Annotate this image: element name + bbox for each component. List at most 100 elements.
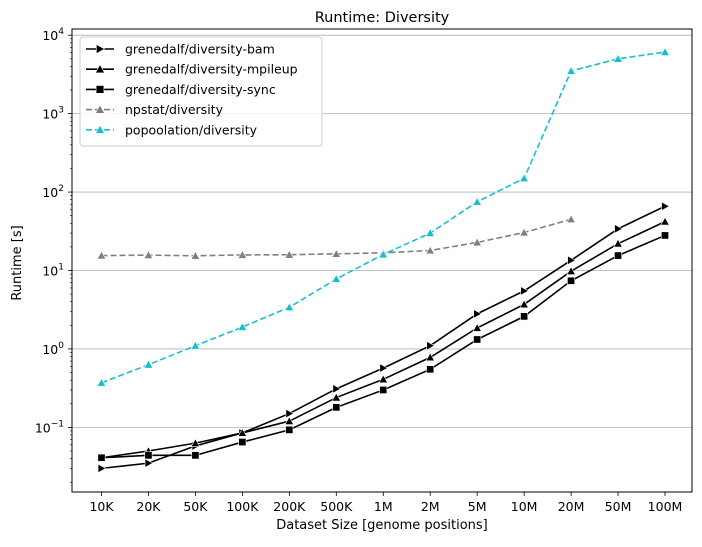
data-point: [661, 201, 670, 212]
data-point: [472, 237, 482, 247]
legend-box: [79, 36, 323, 147]
series-grenedalf-diversity-sync: [97, 231, 669, 462]
data-point: [425, 352, 436, 362]
series-grenedalf-diversity-bam: [97, 201, 670, 474]
x-tick-label: 100K: [226, 499, 259, 514]
legend-marker: [94, 124, 106, 134]
data-point: [614, 224, 623, 234]
x-tick-label: 10K: [89, 499, 114, 514]
series-line: [101, 205, 666, 470]
data-point: [144, 451, 153, 460]
data-point: [97, 463, 107, 474]
data-point: [379, 386, 388, 394]
x-tick-label: 20K: [136, 499, 161, 514]
x-tick-label: 100M: [648, 499, 683, 514]
data-point: [237, 250, 248, 259]
data-point: [190, 340, 201, 350]
data-point: [660, 47, 670, 56]
x-tick-label: 2M: [421, 499, 440, 514]
chart-title: Runtime: Diversity: [315, 10, 450, 26]
y-tick-label-exponent: 3: [58, 106, 64, 116]
data-point: [238, 438, 247, 447]
data-point: [473, 309, 483, 319]
y-tick-label: 100: [42, 341, 64, 357]
data-point: [285, 408, 295, 419]
y-tick-label-exponent: 0: [58, 341, 64, 351]
legend-label: grenedalf/diversity-sync: [125, 82, 276, 97]
y-tick-label-base: 10: [42, 185, 58, 200]
data-point: [519, 299, 529, 309]
x-tick-label: 200K: [273, 499, 306, 514]
data-point: [237, 322, 248, 331]
data-point: [425, 245, 436, 255]
data-point: [613, 238, 623, 248]
y-tick-label-base: 10: [42, 264, 58, 279]
legend-label: grenedalf/diversity-mpileup: [125, 62, 298, 77]
plot-frame: [71, 28, 693, 493]
x-tick-label: 10M: [511, 499, 538, 514]
data-point: [519, 173, 529, 183]
legend-marker: [96, 43, 106, 55]
y-tick-label: 102: [42, 184, 64, 200]
y-tick-label-exponent: 4: [58, 27, 64, 37]
data-point: [614, 251, 622, 260]
x-tick-label: 500K: [320, 499, 353, 514]
data-point: [284, 416, 295, 425]
x-tick-label: 50M: [605, 499, 632, 514]
data-point: [191, 451, 200, 460]
data-point: [566, 266, 576, 275]
legend-label: grenedalf/diversity-bam: [125, 42, 275, 57]
data-point: [237, 427, 248, 437]
data-point: [473, 335, 482, 344]
y-tick-label-exponent: −1: [51, 419, 64, 429]
data-point: [332, 403, 341, 412]
data-point: [567, 255, 577, 266]
data-point: [660, 216, 670, 226]
data-point: [566, 214, 576, 224]
data-point: [472, 196, 482, 206]
data-point: [661, 231, 669, 240]
series-npstat-diversity: [96, 214, 576, 260]
data-point: [378, 374, 389, 384]
data-point: [426, 340, 436, 351]
data-point: [143, 250, 154, 259]
series-grenedalf-diversity-mpileup: [96, 216, 670, 462]
data-point: [613, 53, 623, 63]
data-point: [284, 302, 295, 311]
legend: grenedalf/diversity-bam grenedalf/diversi…: [79, 36, 323, 147]
data-point: [567, 276, 576, 285]
data-point: [331, 392, 342, 402]
y-tick-label: 10−1: [35, 419, 64, 435]
legend-marker: [94, 63, 106, 74]
data-point: [331, 274, 342, 283]
data-point: [378, 249, 389, 259]
data-point: [519, 227, 529, 237]
data-point: [426, 365, 435, 374]
y-tick-label-base: 10: [35, 420, 51, 435]
data-point: [285, 425, 294, 434]
data-point: [520, 286, 530, 296]
series-line: [101, 234, 666, 459]
data-point: [284, 249, 295, 259]
y-tick-label-exponent: 1: [58, 263, 64, 273]
legend-marker: [95, 85, 105, 94]
y-tick-label-exponent: 2: [58, 184, 64, 194]
y-axis-label: Runtime [s]: [10, 225, 25, 300]
y-tick-label: 104: [42, 27, 64, 43]
x-axis-label: Dataset Size [genome positions]: [276, 518, 488, 533]
y-tick-label-base: 10: [42, 107, 58, 122]
data-point: [97, 453, 106, 462]
data-point: [332, 384, 342, 394]
data-point: [520, 312, 529, 321]
y-tick-label-base: 10: [42, 28, 58, 43]
data-point: [472, 323, 482, 332]
data-point: [96, 377, 107, 387]
data-point: [566, 66, 576, 75]
series-layer: [96, 47, 670, 474]
x-tick-label: 1M: [374, 499, 393, 514]
legend-label: npstat/diversity: [125, 102, 224, 117]
y-tick-label: 103: [42, 106, 64, 122]
